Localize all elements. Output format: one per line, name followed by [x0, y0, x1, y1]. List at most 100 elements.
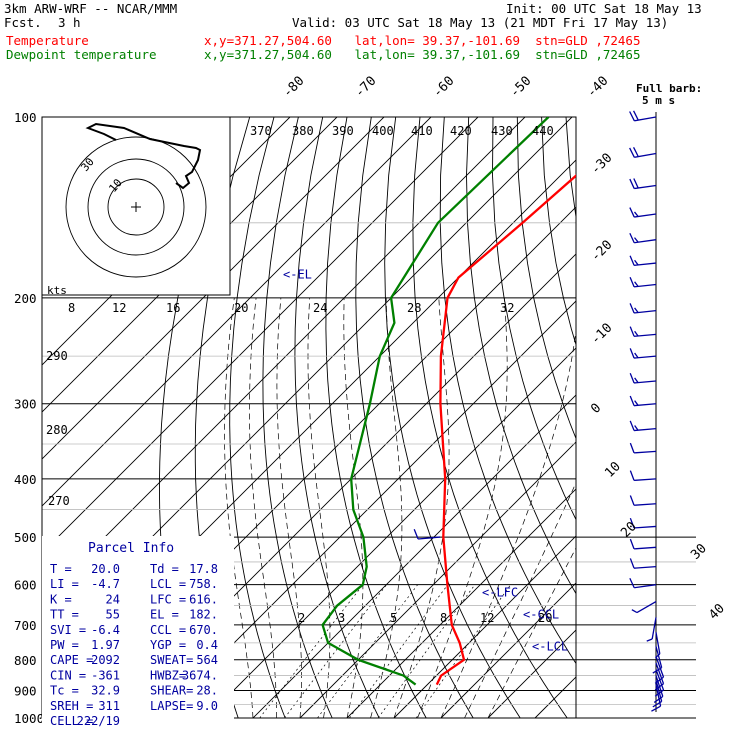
parcel-info-cell: 222/19: [77, 714, 120, 728]
level-annotation: <-LCL: [532, 640, 568, 654]
parcel-info-cell: 3674.: [182, 668, 218, 682]
dewpoint-line: [321, 117, 550, 686]
wind-barb: [629, 395, 657, 407]
parcel-info-cell: 32.9: [91, 684, 120, 698]
legend-dewpoint: Dewpoint temperature: [6, 47, 157, 62]
theta-label: 290: [46, 349, 68, 363]
pressure-label: 600: [14, 578, 37, 593]
wind-barb: [629, 577, 657, 589]
pressure-label: 200: [14, 291, 37, 306]
parcel-info-cell: 17.8: [189, 562, 218, 576]
wind-barb: [629, 255, 657, 267]
mixing-ratio-line: [259, 584, 364, 719]
mixing-ratio-label: 5: [390, 611, 397, 625]
isotherm-line: [346, 488, 576, 719]
parcel-info-cell: -4.7: [91, 577, 120, 591]
wind-barbs: [413, 110, 665, 712]
wind-barb: [629, 303, 657, 314]
theta-label: 270: [48, 494, 70, 508]
hodograph-speed-label: 24: [313, 301, 327, 315]
parcel-info-cell: EL =: [150, 608, 179, 622]
dry-adiabat: [688, 117, 740, 718]
theta-label: 380: [292, 124, 314, 138]
valid-time: Valid: 03 UTC Sat 18 May 13 (21 MDT Fri …: [292, 15, 669, 30]
hodograph-speed-label: 32: [500, 301, 514, 315]
parcel-info-cell: CCL =: [150, 623, 186, 637]
isotherm-line: [393, 535, 576, 719]
wind-barb: [629, 232, 657, 244]
parcel-info-cell: K =: [50, 592, 72, 606]
pressure-label: 800: [14, 653, 37, 668]
parcel-info-cell: HWBZ=: [150, 668, 186, 682]
parcel-info-cell: SVI =: [50, 623, 86, 637]
parcel-info-cell: SREH =: [50, 699, 93, 713]
parcel-info-cell: 564: [196, 653, 218, 667]
moist-adiabat: [393, 297, 450, 719]
mixing-ratio-label: 12: [480, 611, 494, 625]
parcel-info-table: Parcel Info T = 20.0 Td = 17.8 LI = -4.7 LCL = 7…: [42, 536, 234, 728]
pressure-label: 100: [14, 110, 37, 125]
parcel-info-cell: 1.97: [91, 638, 120, 652]
mixing-ratio-line: [284, 584, 387, 719]
level-annotation: <-EL: [283, 267, 312, 281]
wind-barb: [629, 373, 657, 384]
isotherm-label: -40: [584, 74, 611, 101]
wind-barb: [629, 442, 657, 454]
parcel-info-cell: SWEAT=: [150, 653, 193, 667]
hodograph-ring: [87, 158, 185, 256]
parcel-info-cell: 28.: [196, 684, 218, 698]
level-annotation: <-CCL: [523, 607, 559, 621]
parcel-info-cell: 0.4: [196, 638, 218, 652]
dry-adiabat: [516, 117, 576, 440]
plot-frame: [41, 116, 577, 719]
mixing-ratio-line: [349, 584, 449, 719]
legend-dewpoint-location: x,y=371.27,504.60 lat,lon= 39.37,-101.69…: [204, 47, 641, 62]
pressure-label: 900: [14, 683, 37, 698]
mixing-ratio-label: 3: [338, 611, 345, 625]
wind-barb: [651, 684, 662, 712]
wind-barb: [629, 420, 657, 432]
dry-adiabat: [590, 117, 740, 718]
isotherm-label: -10: [588, 321, 615, 348]
parcel-info-bg: [42, 536, 234, 728]
isotherm-line: [205, 347, 576, 719]
barb-legend-label: Full barb:: [636, 82, 702, 95]
dry-adiabat: [541, 117, 576, 347]
hodograph-ring: [65, 136, 207, 278]
barb-legend-unit: 5 m s: [642, 94, 675, 107]
isotherm-label: 0: [588, 401, 604, 417]
dry-adiabat: [412, 117, 568, 719]
hodograph-speed-label: 8: [68, 301, 75, 315]
parcel-info-cell: T =: [50, 562, 72, 576]
init-time: Init: 00 UTC Sat 18 May 13: [506, 1, 702, 16]
isotherm-line: [299, 441, 576, 719]
parcel-info-title: Parcel Info: [88, 541, 174, 556]
parcel-info-cell: SHEAR=: [150, 684, 193, 698]
isotherm-line: [487, 629, 576, 719]
isotherm-label: -20: [588, 238, 615, 265]
parcel-info-cell: TT =: [50, 608, 79, 622]
wind-barb: [629, 326, 657, 337]
isotherm-label: 30: [688, 541, 710, 563]
isotherm-line: [252, 394, 576, 719]
wind-barb: [629, 517, 657, 529]
isotherm-label: 40: [706, 601, 728, 623]
parcel-info-cell: 758.: [189, 577, 218, 591]
dry-adiabat: [492, 117, 576, 521]
pressure-label: 300: [14, 397, 37, 412]
mixing-ratio-label: 8: [440, 611, 447, 625]
wind-barb: [629, 207, 657, 218]
theta-label: 440: [532, 124, 554, 138]
wind-barb: [629, 178, 657, 190]
wind-barb: [629, 470, 657, 482]
moist-adiabat: [464, 481, 576, 719]
hodograph-speed-label: 20: [234, 301, 248, 315]
pressure-label: 1000: [14, 711, 44, 726]
parcel-info-cell: 9.0: [196, 699, 218, 713]
theta-label: 410: [411, 124, 433, 138]
moist-adiabat: [487, 547, 576, 719]
theta-label: 390: [332, 124, 354, 138]
mixing-ratio-label: 20: [538, 611, 552, 625]
dry-adiabat: [663, 117, 740, 718]
